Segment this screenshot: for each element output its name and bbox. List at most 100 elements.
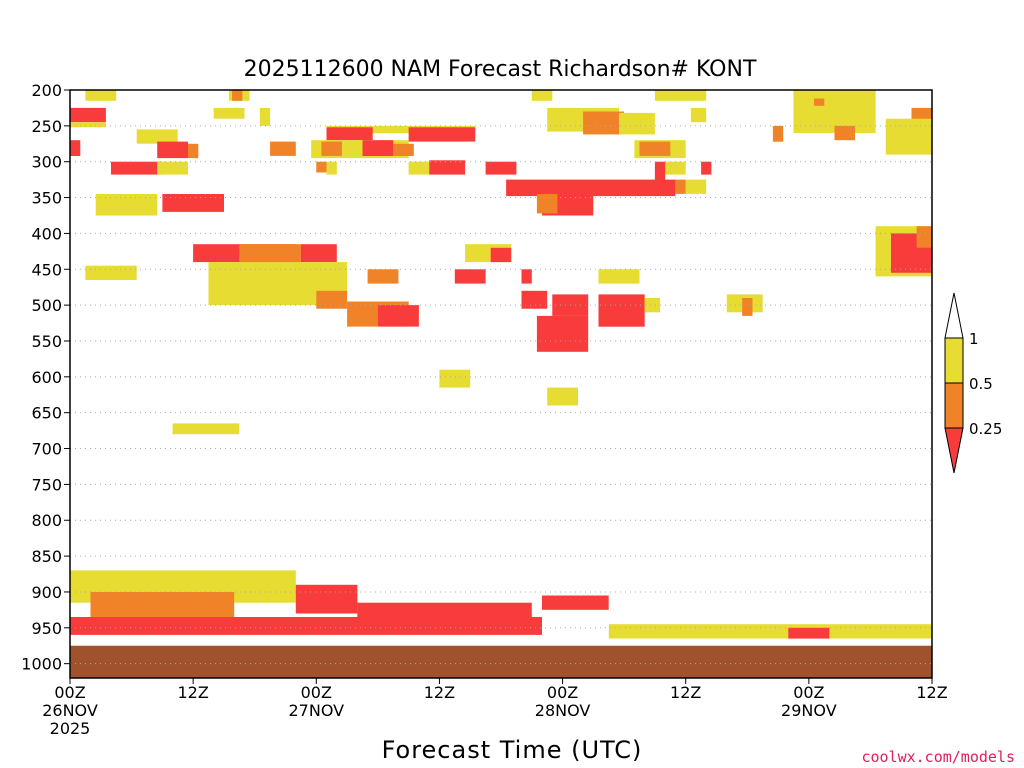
ri-region-lt-0-25: [506, 179, 676, 197]
y-tick-label-350: 350: [31, 189, 62, 208]
x-axis-title: Forecast Time (UTC): [382, 736, 643, 764]
ri-region-0-5-to-1: [793, 90, 876, 133]
ri-region-0-25-to-0-5: [316, 290, 348, 309]
ri-region-0-5-to-1: [665, 161, 686, 175]
ri-region-lt-0-25: [521, 290, 548, 309]
legend-0-5-to-1-swatch: [944, 337, 964, 384]
ri-region-0-5-to-1: [885, 118, 932, 155]
y-tick-label-750: 750: [31, 475, 62, 494]
ri-region-0-25-to-0-5: [90, 592, 235, 618]
ri-region-0-25-to-0-5: [916, 226, 932, 248]
ri-region-lt-0-25: [295, 584, 358, 614]
ri-region-0-5-to-1: [439, 369, 471, 388]
y-tick-label-900: 900: [31, 583, 62, 602]
x-tick-label-0-1: 26NOV: [42, 701, 98, 720]
ri-region-lt-0-25: [157, 141, 188, 159]
ri-region-0-5-to-1: [644, 298, 661, 313]
ri-region-0-25-to-0-5: [814, 98, 825, 106]
ri-region-0-5-to-1: [95, 194, 158, 216]
ri-region-0-5-to-1: [172, 423, 240, 435]
y-tick-label-600: 600: [31, 368, 62, 387]
ri-region-lt-0-25: [542, 595, 609, 610]
x-tick-label-12-0: 12Z: [177, 683, 208, 702]
ri-region-lt-0-25: [429, 160, 466, 175]
y-tick-label-250: 250: [31, 117, 62, 136]
ri-region-lt-0-25: [357, 602, 532, 621]
y-tick-label-850: 850: [31, 547, 62, 566]
ri-region-0-5-to-1: [70, 122, 106, 128]
ri-region-0-5-to-1: [547, 387, 578, 406]
y-tick-label-800: 800: [31, 511, 62, 530]
ri-region-0-25-to-0-5: [536, 194, 558, 214]
ri-region-lt-0-25: [654, 161, 666, 184]
ri-region-lt-0-25: [490, 247, 512, 263]
ri-region-0-5-to-1: [408, 161, 430, 175]
plot-area: [69, 89, 933, 679]
x-tick-label-60-0: 12Z: [670, 683, 701, 702]
x-tick-label-84-0: 12Z: [916, 683, 947, 702]
x-tick-label-36-0: 12Z: [424, 683, 455, 702]
ri-region-0-5-to-1: [619, 112, 655, 135]
ri-region-lt-0-25: [70, 140, 81, 156]
ri-region-lt-0-25: [326, 127, 373, 141]
chart-title: 2025112600 NAM Forecast Richardson# KONT: [244, 57, 757, 82]
ri-region-lt-0-25: [362, 140, 394, 156]
legend-0-25-to-0-5-swatch: [944, 382, 964, 429]
x-tick-label-0-0: 00Z: [54, 683, 85, 702]
ri-region-lt-0-25: [162, 194, 224, 212]
ri-region-0-5-to-1: [85, 90, 117, 101]
ri-region-lt-0-25: [70, 107, 106, 123]
ri-region-lt-0-25: [485, 161, 517, 175]
ri-region-0-25-to-0-5: [367, 269, 399, 284]
ri-region-lt-0-25: [408, 127, 476, 142]
ri-region-lt-0-25: [111, 161, 163, 175]
ri-region-0-5-to-1: [136, 129, 178, 144]
ri-region-0-25-to-0-5: [270, 141, 296, 156]
ri-region-0-25-to-0-5: [188, 143, 199, 159]
ri-region-0-25-to-0-5: [316, 161, 327, 173]
legend-lt-0-25-swatch: [944, 427, 964, 474]
y-tick-label-450: 450: [31, 260, 62, 279]
legend-label-1: 0.5: [969, 375, 993, 393]
ri-region-lt-0-25: [536, 315, 589, 352]
legend-gt-1-swatch: [944, 292, 964, 339]
colorbar-legend: 1 0.5 0.25: [944, 292, 1002, 474]
ri-region-lt-0-25: [300, 244, 337, 263]
x-tick-label-24-0: 00Z: [301, 683, 332, 702]
x-tick-label-72-0: 00Z: [793, 683, 824, 702]
y-tick-label-200: 200: [31, 81, 62, 100]
y-axis: 200 250 300 350 400 450 500 550 600 650 700 750 800 8…: [21, 81, 70, 674]
x-tick-label-48-0: 00Z: [547, 683, 578, 702]
ri-region-0-25-to-0-5: [583, 111, 625, 135]
legend-label-2: 0.25: [969, 420, 1002, 438]
y-tick-label-950: 950: [31, 619, 62, 638]
ri-region-0-5-to-1: [690, 107, 707, 123]
legend-label-0: 1: [969, 330, 979, 348]
ri-region-0-25-to-0-5: [742, 298, 753, 316]
richardson-regions: [70, 90, 933, 639]
ri-region-0-5-to-1: [326, 161, 337, 175]
ri-region-0-5-to-1: [213, 107, 245, 119]
ri-region-0-25-to-0-5: [834, 125, 855, 141]
ri-region-0-5-to-1: [85, 265, 137, 280]
ri-region-0-5-to-1: [608, 624, 933, 639]
ri-region-lt-0-25: [788, 627, 830, 639]
ri-region-0-5-to-1: [598, 269, 640, 284]
ri-region-lt-0-25: [598, 294, 645, 327]
ri-region-0-5-to-1: [654, 90, 707, 101]
y-tick-label-550: 550: [31, 332, 62, 351]
y-tick-label-650: 650: [31, 404, 62, 423]
ri-region-0-5-to-1: [326, 125, 476, 134]
y-tick-label-500: 500: [31, 296, 62, 315]
ri-region-0-25-to-0-5: [639, 141, 671, 156]
y-tick-label-400: 400: [31, 224, 62, 243]
ri-region-0-5-to-1: [259, 107, 271, 126]
plot-frame: [69, 89, 933, 679]
ri-region-lt-0-25: [70, 617, 542, 635]
credit-link[interactable]: coolwx.com/models: [861, 748, 1015, 766]
ri-region-lt-0-25: [521, 269, 532, 284]
ri-region-0-25-to-0-5: [232, 90, 243, 101]
ri-region-0-25-to-0-5: [393, 143, 414, 156]
